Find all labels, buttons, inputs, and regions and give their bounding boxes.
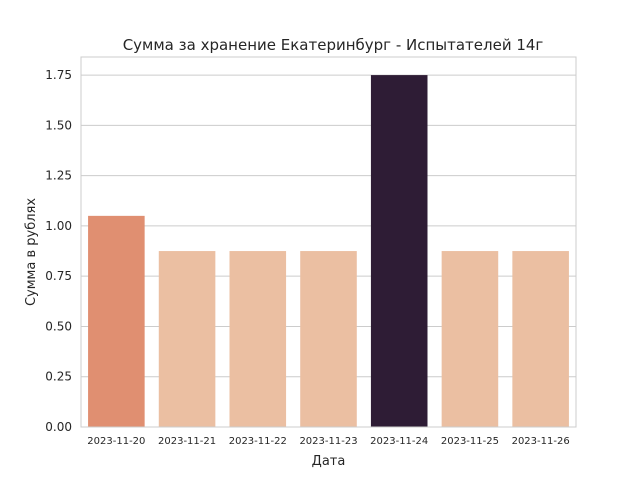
y-tick-label: 0.75 — [45, 269, 72, 283]
y-tick-labels: 0.00 0.25 0.50 0.75 1.00 1.25 1.50 1.75 — [45, 68, 72, 434]
bar-2023-11-25 — [441, 251, 499, 427]
x-tick-label: 2023-11-24 — [370, 436, 428, 447]
bar-2023-11-24 — [370, 75, 428, 427]
y-tick-label: 0.50 — [45, 319, 72, 333]
x-axis-label: Дата — [312, 454, 346, 469]
y-tick-label: 0.25 — [45, 370, 72, 384]
x-tick-label: 2023-11-25 — [441, 436, 499, 447]
x-tick-label: 2023-11-22 — [229, 436, 287, 447]
axes-frame — [80, 56, 577, 428]
x-tick-label: 2023-11-23 — [299, 436, 357, 447]
bar-2023-11-20 — [88, 215, 145, 427]
bars — [88, 75, 569, 427]
y-tick-label: 1.75 — [45, 68, 72, 82]
plot-frame — [80, 56, 577, 428]
chart-title: Сумма за хранение Екатеринбург - Испытат… — [123, 36, 544, 54]
x-tick-label: 2023-11-21 — [158, 436, 216, 447]
y-tick-label: 0.00 — [45, 420, 72, 434]
x-tick-label: 2023-11-20 — [87, 436, 145, 447]
bar-2023-11-26 — [512, 251, 569, 427]
y-axis-label: Сумма в рублях — [24, 198, 39, 306]
bar-2023-11-21 — [158, 251, 216, 427]
x-tick-label: 2023-11-26 — [512, 436, 570, 447]
y-tick-label: 1.25 — [45, 169, 72, 183]
y-tick-label: 1.50 — [45, 118, 72, 132]
y-tick-label: 1.00 — [45, 219, 72, 233]
bar-2023-11-23 — [300, 251, 357, 427]
bar-2023-11-22 — [229, 251, 287, 427]
x-tick-labels: 2023-11-20 2023-11-21 2023-11-22 2023-11-23… — [87, 436, 569, 447]
